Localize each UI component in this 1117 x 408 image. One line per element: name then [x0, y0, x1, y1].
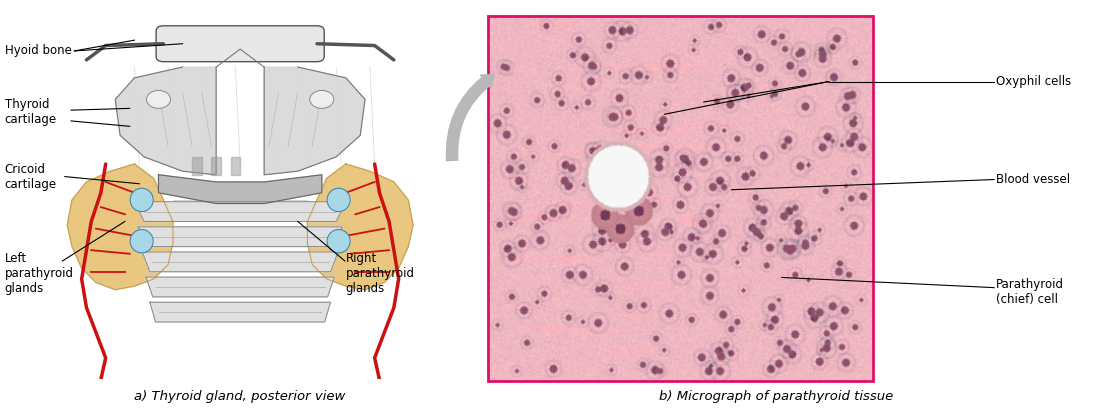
- Polygon shape: [67, 164, 173, 290]
- Text: b) Micrograph of parathyroid tissue: b) Micrograph of parathyroid tissue: [659, 390, 894, 403]
- Text: Cricoid
cartilage: Cricoid cartilage: [4, 162, 57, 191]
- Ellipse shape: [131, 230, 153, 253]
- Polygon shape: [230, 157, 240, 175]
- Text: Parathyroid
(chief) cell: Parathyroid (chief) cell: [996, 278, 1065, 306]
- Ellipse shape: [327, 188, 350, 212]
- Polygon shape: [211, 157, 221, 175]
- Text: Left
parathyroid
glands: Left parathyroid glands: [4, 252, 74, 295]
- Ellipse shape: [131, 188, 153, 212]
- Polygon shape: [150, 302, 331, 322]
- Polygon shape: [134, 202, 346, 222]
- Text: Oxyphil cells: Oxyphil cells: [996, 75, 1071, 88]
- Polygon shape: [142, 252, 338, 272]
- Polygon shape: [146, 277, 334, 297]
- Polygon shape: [265, 67, 365, 175]
- Circle shape: [309, 91, 334, 109]
- Text: Thyroid
cartilage: Thyroid cartilage: [4, 98, 57, 126]
- Text: a) Thyroid gland, posterior view: a) Thyroid gland, posterior view: [134, 390, 346, 403]
- Text: Hyoid bone: Hyoid bone: [4, 44, 71, 58]
- Polygon shape: [307, 164, 413, 290]
- Polygon shape: [192, 157, 202, 175]
- Ellipse shape: [327, 230, 350, 253]
- FancyArrowPatch shape: [447, 75, 495, 161]
- Bar: [488, 16, 873, 381]
- Polygon shape: [159, 175, 322, 204]
- Text: Right
parathyroid
glands: Right parathyroid glands: [346, 252, 414, 295]
- Polygon shape: [139, 227, 342, 246]
- Text: Blood vessel: Blood vessel: [996, 173, 1070, 186]
- Polygon shape: [115, 67, 217, 175]
- Circle shape: [146, 91, 171, 109]
- FancyBboxPatch shape: [156, 26, 324, 62]
